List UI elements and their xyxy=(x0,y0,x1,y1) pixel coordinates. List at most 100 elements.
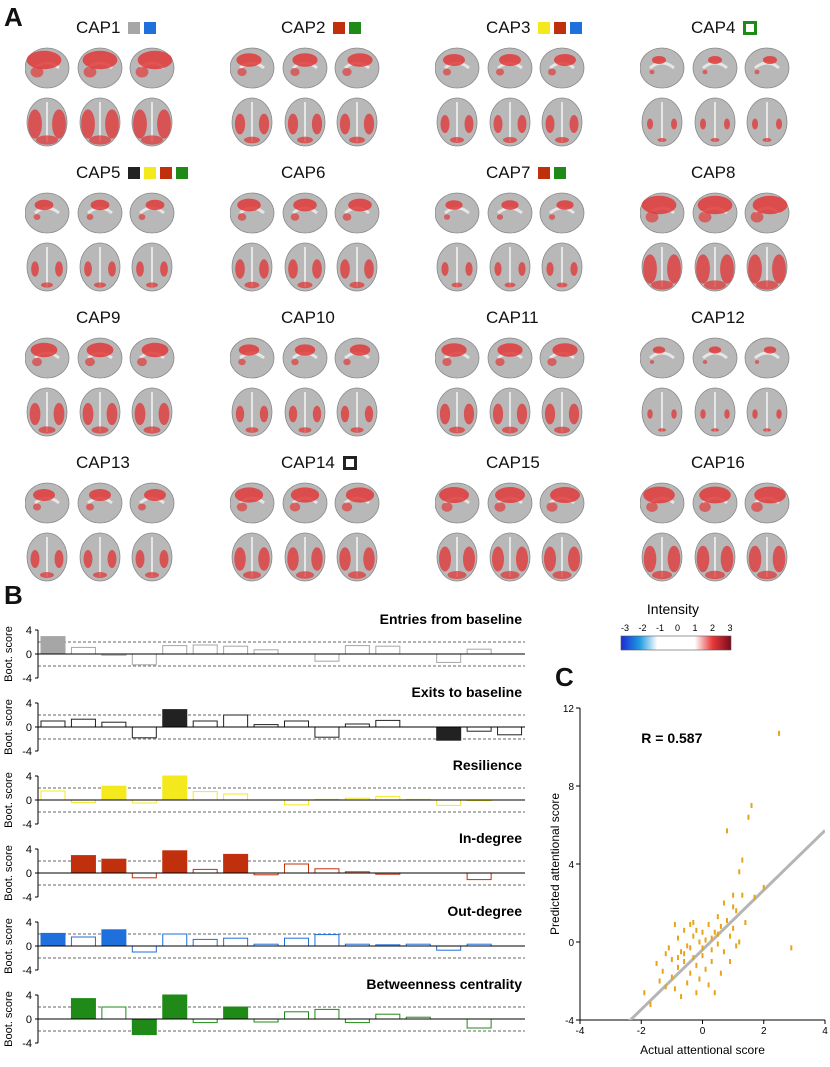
scatter-point xyxy=(710,959,713,964)
bar-cap9 xyxy=(284,720,310,728)
scatter-point xyxy=(716,931,719,937)
cap-title-4: CAP4 xyxy=(691,18,758,38)
sagittal-slice xyxy=(435,47,480,89)
y-tick-label: 4 xyxy=(26,771,32,783)
cap-title-7: CAP7 xyxy=(486,163,567,183)
axial-slice xyxy=(541,242,583,292)
bar-cap5 xyxy=(162,850,188,874)
scatter-point xyxy=(695,990,698,996)
y-tick-label: 0 xyxy=(26,722,32,734)
sagittal-slice xyxy=(129,192,175,234)
scatter-point xyxy=(677,955,679,961)
axial-slice xyxy=(641,532,683,582)
y-tick-label: 0 xyxy=(26,649,32,661)
x-tick-label: 2 xyxy=(761,1026,767,1037)
bar-cap2 xyxy=(70,646,96,655)
scatter-point xyxy=(741,892,744,898)
cap-color-chip-blue xyxy=(144,22,157,34)
y-tick-label: 0 xyxy=(26,941,32,953)
axial-slice xyxy=(131,387,173,437)
scatter-point xyxy=(722,949,725,955)
bar-cap10 xyxy=(314,653,340,662)
sagittal-slice xyxy=(25,47,70,89)
scatter-point xyxy=(670,957,673,963)
cap-title-16: CAP16 xyxy=(691,453,749,473)
sagittal-slice xyxy=(744,47,790,89)
intensity-tick-label: 2 xyxy=(710,623,715,633)
axial-slice xyxy=(694,242,736,292)
y-tick-label: 0 xyxy=(26,868,32,880)
y-tick-label: -4 xyxy=(22,746,32,758)
scatter-axes: -4 -2 0 2 4 -4 0 4 8 12 xyxy=(563,704,828,1037)
axial-slice xyxy=(541,97,583,147)
scatter-point xyxy=(655,960,658,966)
cap-label: CAP5 xyxy=(76,163,121,182)
cap-brain-slices-8 xyxy=(640,192,790,292)
scatter-point xyxy=(649,1001,652,1007)
sagittal-slice xyxy=(77,47,123,89)
cap-brain-slices-1 xyxy=(25,47,175,147)
cap-title-2: CAP2 xyxy=(281,18,362,38)
bar-cap9 xyxy=(284,937,310,947)
bar-cap5 xyxy=(162,709,188,728)
scatter-point xyxy=(762,884,765,890)
axial-slice xyxy=(694,387,736,437)
axial-slice xyxy=(746,97,788,147)
sagittal-slice xyxy=(692,482,738,524)
correlation-annotation: R = 0.587 xyxy=(641,730,702,746)
cap-label: CAP8 xyxy=(691,163,736,182)
axial-slice xyxy=(79,242,121,292)
bar-cap11 xyxy=(344,645,370,655)
y-tick-label: 4 xyxy=(568,860,574,871)
scatter-point xyxy=(701,953,704,959)
bar-chart-title: Betweenness centrality xyxy=(366,976,522,992)
sagittal-slice xyxy=(640,482,685,524)
bar-cap7 xyxy=(223,645,249,655)
cap-brain-slices-5 xyxy=(25,192,175,292)
axial-slice xyxy=(231,97,273,147)
bar-cap12 xyxy=(375,1013,401,1020)
bar-cap7 xyxy=(223,1006,249,1020)
cap-color-chip-gray xyxy=(128,22,141,34)
cap-brain-slices-12 xyxy=(640,337,790,437)
cap-label: CAP6 xyxy=(281,163,326,182)
scatter-point xyxy=(735,908,738,914)
cap-brain-slices-15 xyxy=(435,482,585,582)
axial-slice xyxy=(436,242,478,292)
scatter-point xyxy=(707,982,710,988)
x-tick-label: 0 xyxy=(700,1026,706,1037)
cap-label: CAP2 xyxy=(281,18,326,37)
bar-cap3 xyxy=(101,858,127,874)
sagittal-slice xyxy=(334,192,380,234)
scatter-point xyxy=(689,945,692,951)
sagittal-slice xyxy=(640,47,685,89)
intensity-legend-title: Intensity xyxy=(647,601,699,617)
sagittal-slice xyxy=(77,482,123,524)
cap-title-14: CAP14 xyxy=(281,453,357,473)
axial-slice xyxy=(284,242,326,292)
y-tick-label: 12 xyxy=(563,704,575,715)
scatter-point xyxy=(689,970,692,976)
scatter-point xyxy=(790,945,793,951)
scatter-point xyxy=(707,921,710,927)
bar-cap7 xyxy=(223,714,249,728)
bar-cap9 xyxy=(284,863,310,874)
scatter-point xyxy=(670,974,673,980)
bar-chart-1: Entries from baseline 4 0 -4 Boot. score xyxy=(3,611,525,685)
scatter-point xyxy=(683,959,686,964)
x-tick-label: -4 xyxy=(576,1026,585,1037)
bar-cap10 xyxy=(314,868,340,874)
panel-label-b: B xyxy=(4,580,23,610)
scatter-point xyxy=(735,943,738,949)
scatter-point xyxy=(732,892,735,898)
bar-cap2 xyxy=(70,855,96,874)
y-tick-label: -4 xyxy=(22,965,32,977)
panel-label-c: C xyxy=(555,662,574,692)
sagittal-slice xyxy=(230,482,275,524)
sagittal-slice xyxy=(640,337,685,379)
cap-brain-slices-3 xyxy=(435,47,585,147)
axial-slice xyxy=(131,97,173,147)
scatter-point xyxy=(658,978,661,984)
cap-title-9: CAP9 xyxy=(76,308,124,328)
